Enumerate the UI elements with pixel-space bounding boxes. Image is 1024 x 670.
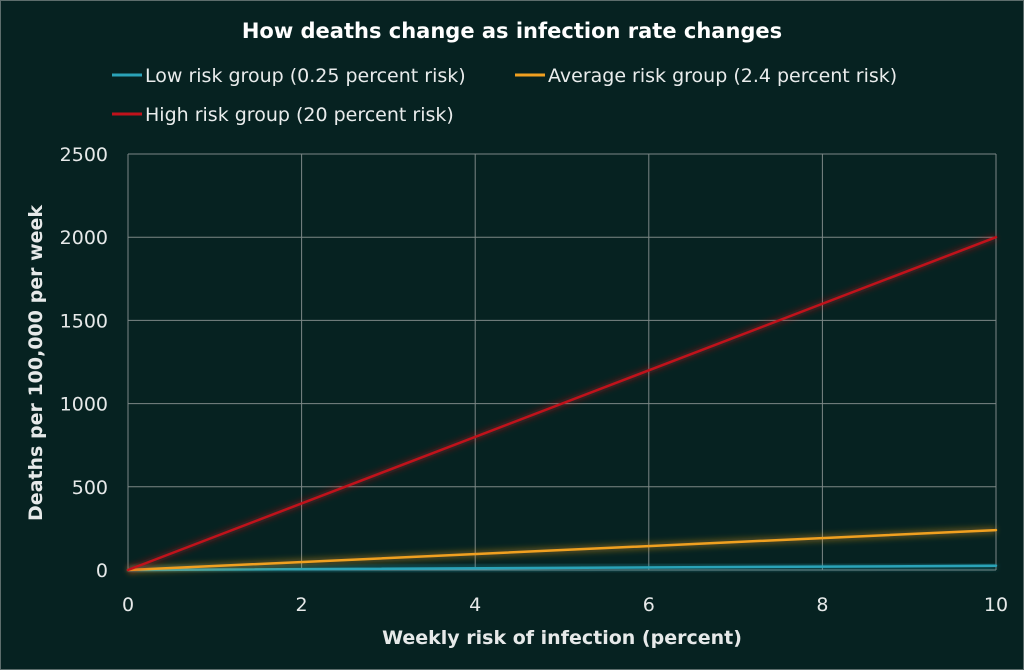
chart-title: How deaths change as infection rate chan… (242, 19, 782, 43)
legend-label-0: Low risk group (0.25 percent risk) (145, 65, 466, 87)
legend: Low risk group (0.25 percent risk) Averag… (112, 65, 897, 126)
x-tick-label-1: 2 (296, 594, 308, 616)
x-tick-label-4: 8 (816, 594, 828, 616)
x-tick-label-2: 4 (469, 594, 481, 616)
y-tick-label-4: 2000 (60, 227, 108, 249)
y-axis-ticks: 0 500 1000 1500 2000 2500 (60, 144, 108, 582)
series-line-0 (126, 564, 998, 572)
x-tick-label-0: 0 (122, 594, 134, 616)
grid (127, 153, 997, 571)
y-axis-title: Deaths per 100,000 per week (25, 205, 47, 521)
x-axis-ticks: 0 2 4 6 8 10 (122, 594, 1008, 616)
x-tick-label-5: 10 (984, 594, 1008, 616)
y-tick-label-1: 500 (72, 477, 108, 499)
y-tick-label-0: 0 (96, 560, 108, 582)
legend-label-2: High risk group (20 percent risk) (145, 104, 454, 126)
y-tick-label-5: 2500 (60, 144, 108, 166)
series-line-2 (126, 235, 998, 572)
x-tick-label-3: 6 (643, 594, 655, 616)
y-tick-label-3: 1500 (60, 310, 108, 332)
series-layer (126, 233, 998, 574)
legend-label-1: Average risk group (2.4 percent risk) (548, 65, 897, 87)
y-tick-label-2: 1000 (60, 394, 108, 416)
series-line-1 (126, 528, 998, 572)
x-axis-title: Weekly risk of infection (percent) (382, 627, 742, 649)
